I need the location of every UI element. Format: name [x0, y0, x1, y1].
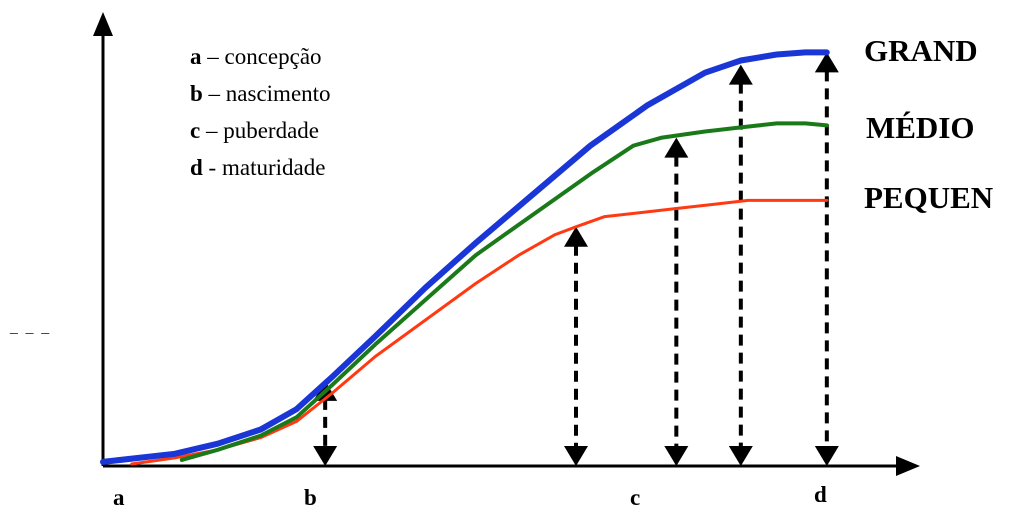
side-dash-mark: _ _ _ [10, 318, 52, 334]
marker-arrow-3 [728, 64, 753, 466]
legend-item-c: c – puberdade [190, 112, 331, 149]
legend-text: concepção [224, 44, 322, 69]
marker-arrow-1 [564, 226, 588, 466]
x-tick-a: a [113, 485, 125, 510]
legend-key: c [190, 118, 201, 143]
legend-separator: – [205, 118, 218, 143]
legend-item-b: b – nascimento [190, 75, 331, 112]
legend-separator: – [208, 81, 221, 106]
series-label-grand: GRAND [864, 33, 978, 68]
marker-arrow-head-down [814, 446, 839, 466]
legend-text: maturidade [221, 155, 326, 180]
legend-item-a: a – concepção [190, 38, 331, 75]
marker-arrow-head-up [814, 52, 839, 73]
legend-key: d [190, 155, 203, 180]
marker-arrow-4 [814, 52, 839, 466]
series-lines [100, 49, 830, 466]
marker-arrow-head-up [664, 137, 689, 158]
marker-arrow-head-up [564, 226, 588, 247]
marker-arrow-2 [664, 137, 689, 466]
marker-arrow-head-up [728, 64, 753, 85]
marker-arrow-head-down [728, 446, 753, 466]
legend-separator: - [208, 155, 217, 180]
y-axis-arrowhead [93, 12, 113, 36]
legend: a – concepção b – nascimento c – puberda… [190, 38, 331, 186]
legend-text: nascimento [225, 81, 331, 106]
marker-arrow-head-down [564, 446, 588, 466]
x-tick-b: b [304, 485, 317, 510]
legend-separator: – [207, 44, 219, 69]
legend-key: b [190, 81, 203, 106]
legend-item-d: d - maturidade [190, 149, 331, 186]
x-tick-c: c [630, 485, 641, 510]
x-tick-d: d [814, 482, 827, 507]
marker-arrow-head-down [664, 446, 689, 466]
series-label-medio: MÉDIO [866, 110, 975, 145]
axes [93, 12, 920, 476]
x-axis-arrowhead [896, 456, 920, 476]
series-line-médio [179, 121, 829, 462]
marker-arrows [313, 52, 839, 466]
series-label-pequen: PEQUEN [864, 180, 994, 215]
legend-key: a [190, 44, 202, 69]
series-line-grand [100, 49, 830, 465]
legend-text: puberdade [223, 118, 320, 143]
marker-arrow-head-down [313, 446, 338, 466]
